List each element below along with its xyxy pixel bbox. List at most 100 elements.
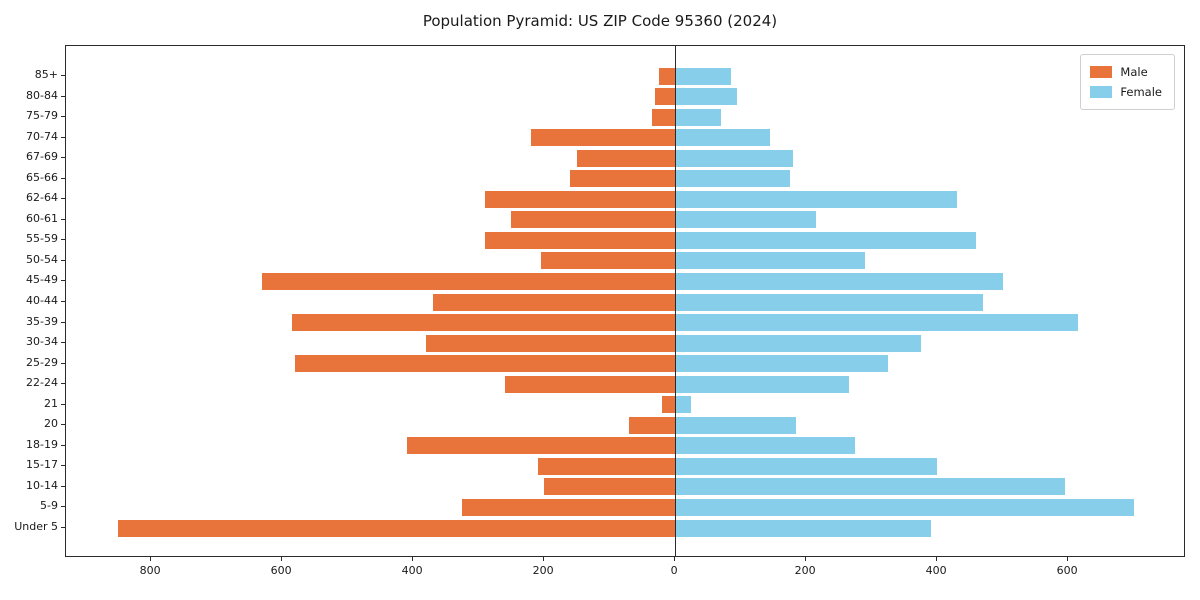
female-color-swatch	[1090, 86, 1113, 98]
y-tick-mark	[61, 239, 65, 241]
y-tick-label: Under 5	[14, 520, 58, 533]
bar-male	[426, 334, 676, 352]
y-tick-mark	[61, 198, 65, 200]
bar-male	[118, 519, 676, 537]
y-tick-mark	[61, 362, 65, 364]
y-tick-mark	[61, 280, 65, 282]
bar-female	[675, 293, 983, 311]
y-tick-mark	[61, 116, 65, 118]
bar-male	[544, 478, 676, 496]
y-axis-labels: 85+ 80-84 75-79 70-74 67-69 65-66 62-64 60-61 55…	[0, 45, 58, 557]
bar-male	[485, 190, 676, 208]
y-tick-mark	[61, 75, 65, 76]
bar-female	[675, 211, 816, 229]
bar-male	[262, 272, 676, 290]
bar-female	[675, 355, 888, 373]
y-tick-mark	[61, 321, 65, 323]
y-tick-label: 55-59	[26, 232, 58, 246]
y-tick-label: 10-14	[26, 478, 58, 492]
y-tick-label: 15-17	[26, 458, 58, 472]
bar-male	[295, 355, 676, 373]
x-tick-mark	[805, 557, 807, 561]
y-tick-label: 30-34	[26, 335, 58, 349]
y-tick-mark	[61, 444, 65, 446]
bar-male	[432, 293, 676, 311]
bar-female	[675, 272, 1003, 290]
bar-female	[675, 334, 921, 352]
bar-male	[531, 129, 676, 147]
x-tick-label: 400	[401, 564, 423, 577]
bar-male	[462, 498, 676, 516]
bar-female	[675, 396, 692, 414]
y-tick-mark	[61, 218, 65, 220]
y-tick-label: 70-74	[26, 129, 58, 143]
bar-male	[655, 88, 676, 106]
x-tick-mark	[412, 557, 414, 561]
bar-female	[675, 519, 931, 537]
bar-female	[675, 67, 731, 85]
x-tick-mark	[936, 557, 938, 561]
y-tick-label: 21	[44, 396, 58, 410]
y-tick-label: 22-24	[26, 376, 58, 390]
y-tick-mark	[61, 301, 65, 302]
legend-item-male: Male	[1090, 62, 1162, 82]
bar-male	[662, 396, 676, 414]
bar-female	[675, 108, 721, 126]
x-tick-label: 600	[270, 564, 292, 577]
bar-male	[629, 416, 676, 434]
bar-female	[675, 375, 849, 393]
y-tick-mark	[61, 485, 65, 487]
bar-female	[675, 416, 797, 434]
y-tick-label: 75-79	[26, 109, 58, 123]
y-tick-label: 5-9	[40, 499, 58, 513]
y-tick-mark	[61, 506, 65, 508]
bar-female	[675, 170, 790, 188]
legend-item-female: Female	[1090, 82, 1162, 102]
y-tick-label: 62-64	[26, 191, 58, 205]
bar-female	[675, 437, 856, 455]
legend: Male Female	[1080, 54, 1175, 110]
x-tick-mark	[1067, 557, 1069, 561]
bar-female	[675, 478, 1065, 496]
bar-male	[658, 67, 676, 85]
bar-male	[537, 457, 676, 475]
y-tick-label: 60-61	[26, 211, 58, 225]
y-tick-mark	[61, 465, 65, 467]
x-tick-mark	[281, 557, 283, 561]
y-tick-mark	[61, 383, 65, 385]
y-tick-mark	[61, 157, 65, 159]
bar-male	[291, 314, 676, 332]
y-tick-label: 45-49	[26, 273, 58, 287]
x-tick-label: 200	[794, 564, 816, 577]
bar-male	[570, 170, 676, 188]
y-tick-mark	[61, 403, 65, 405]
y-tick-label: 85+	[34, 68, 58, 81]
legend-label-male: Male	[1120, 65, 1148, 79]
zero-axis-line	[675, 46, 677, 556]
bar-female	[675, 88, 738, 106]
y-tick-mark	[61, 527, 65, 528]
y-tick-label: 35-39	[26, 314, 58, 328]
x-tick-mark	[543, 557, 545, 561]
y-tick-mark	[61, 259, 65, 261]
y-tick-label: 25-29	[26, 355, 58, 369]
y-tick-label: 67-69	[26, 150, 58, 164]
y-tick-label: 20	[44, 417, 58, 431]
bar-female	[675, 129, 771, 147]
bar-male	[652, 108, 676, 126]
y-tick-mark	[61, 136, 65, 138]
bar-male	[485, 231, 676, 249]
male-color-swatch	[1090, 66, 1113, 78]
legend-label-female: Female	[1120, 85, 1162, 99]
bar-male	[406, 437, 676, 455]
y-tick-label: 18-19	[26, 437, 58, 451]
x-tick-mark	[674, 557, 676, 561]
bar-male	[576, 149, 676, 167]
bar-female	[675, 190, 957, 208]
y-tick-mark	[61, 95, 65, 97]
bar-female	[675, 457, 938, 475]
bar-male	[511, 211, 676, 229]
plot-area: Male Female	[65, 45, 1185, 557]
x-tick-mark	[150, 557, 152, 561]
